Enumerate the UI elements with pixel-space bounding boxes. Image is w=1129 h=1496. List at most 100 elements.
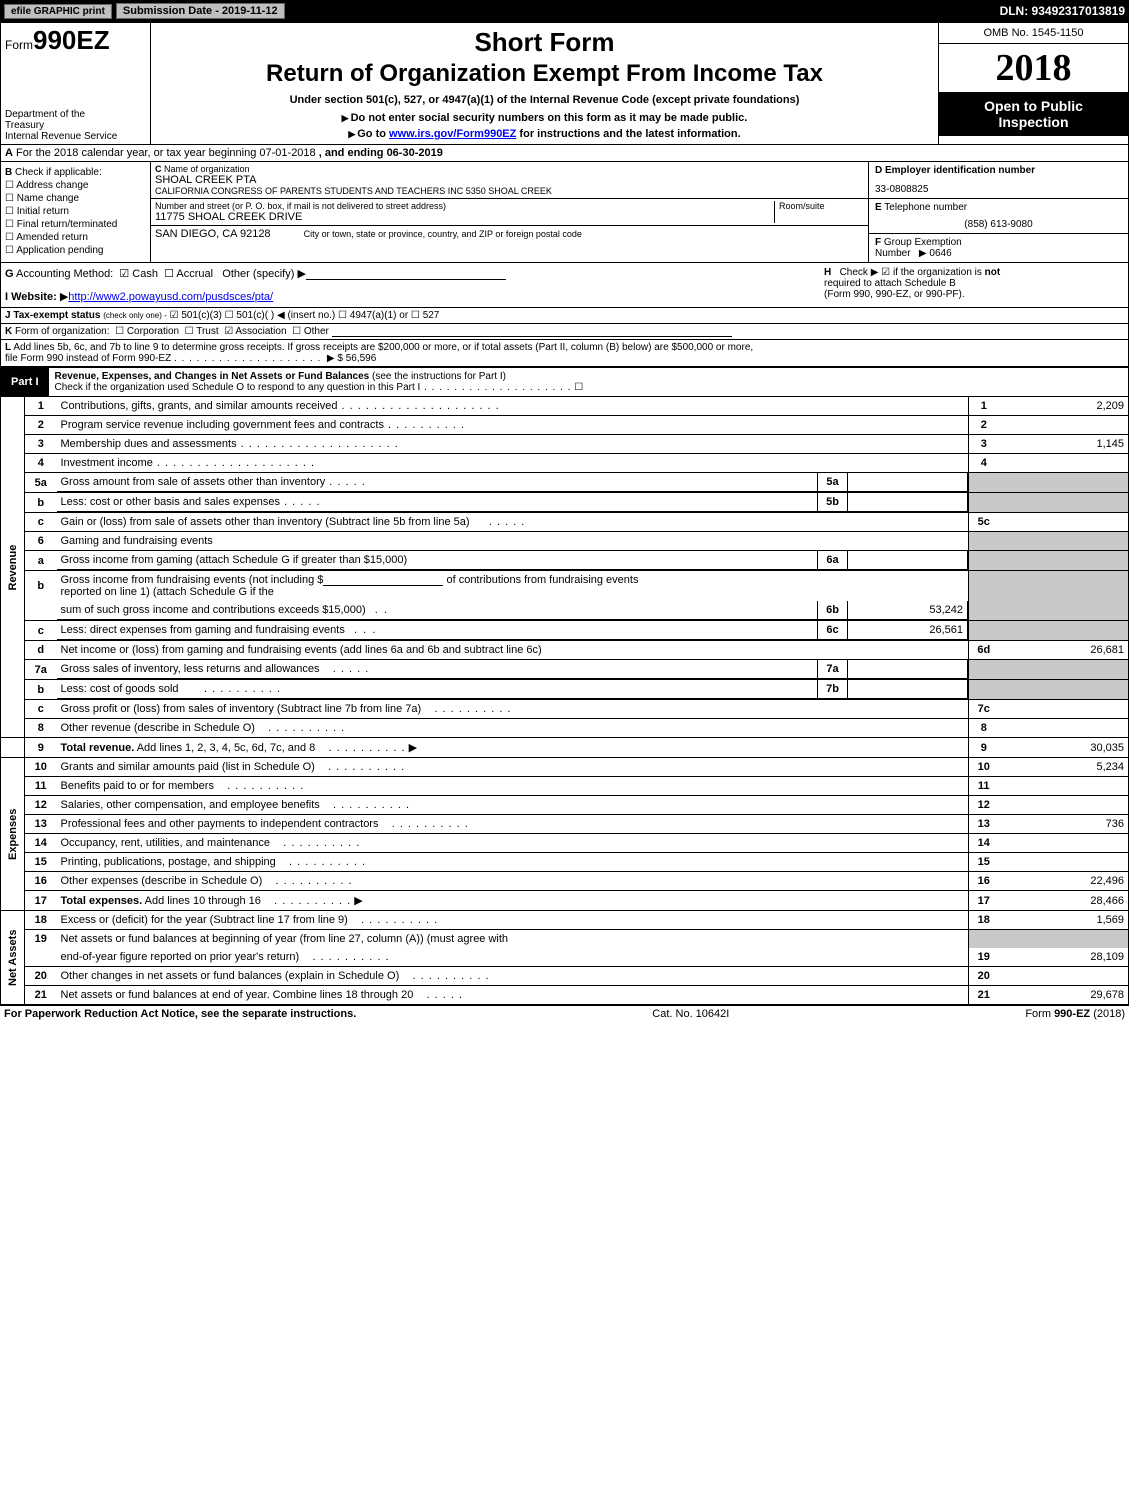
part1-title: Revenue, Expenses, and Changes in Net As… [49,368,1128,396]
label-g: G [5,268,14,280]
telephone-label: Telephone number [884,202,967,213]
line-13: 13Professional fees and other payments t… [1,815,1129,834]
header-center: Short Form Return of Organization Exempt… [151,23,938,144]
topbar-left: efile GRAPHIC print Submission Date - 20… [4,3,285,19]
form-header: Form990EZ Department of the Treasury Int… [0,22,1129,145]
j-501c3[interactable]: 501(c)(3) [181,310,222,321]
part1-label: Part I [1,373,49,391]
netassets-side-label: Net Assets [1,911,25,1005]
line-19b: end-of-year figure reported on prior yea… [1,948,1129,967]
submission-date-button[interactable]: Submission Date - 2019-11-12 [116,3,285,19]
city-label: City or town, state or province, country… [304,229,582,239]
k-assoc[interactable]: Association [235,326,286,337]
j-527[interactable]: 527 [423,310,440,321]
h-text2: required to attach Schedule B [824,278,956,289]
line-19a: 19Net assets or fund balances at beginni… [1,930,1129,949]
line-11: 11Benefits paid to or for members 11 [1,777,1129,796]
room-suite-label: Room/suite [779,201,864,211]
group-exemption-label: Group Exemption [884,237,962,248]
col-b-name-address: C Name of organization SHOAL CREEK PTA C… [151,162,868,262]
short-form-title: Short Form [155,27,934,58]
line-17: 17Total expenses. Add lines 10 through 1… [1,891,1129,911]
cb-application-pending[interactable]: ☐ Application pending [5,245,146,256]
l-text2: file Form 990 instead of Form 990-EZ [5,353,171,364]
section-b: B Check if applicable: ☐ Address change … [0,162,1129,263]
check-if-applicable: Check if applicable: [15,167,102,178]
label-h: H [824,267,831,278]
top-bar: efile GRAPHIC print Submission Date - 20… [0,0,1129,22]
j-501c[interactable]: 501(c)( ) [236,310,274,321]
expenses-side-label: Expenses [1,758,25,911]
line-6d: dNet income or (loss) from gaming and fu… [1,641,1129,660]
cb-address-change[interactable]: ☐ Address change [5,180,146,191]
h-not: not [985,267,1001,278]
org-name-1: SHOAL CREEK PTA [155,174,864,186]
form-prefix: Form [5,38,33,52]
cb-final-return[interactable]: ☐ Final return/terminated [5,219,146,230]
line-21: 21Net assets or fund balances at end of … [1,986,1129,1005]
omb-number: OMB No. 1545-1150 [939,23,1128,44]
name-of-org-label: Name of organization [164,164,250,174]
label-c: C [155,164,162,174]
line-2: 2Program service revenue including gover… [1,416,1129,435]
under-section: Under section 501(c), 527, or 4947(a)(1)… [155,94,934,106]
dln-label: DLN: 93492317013819 [1000,4,1125,18]
label-f: F [875,237,881,248]
label-b: B [5,167,12,178]
city-value: SAN DIEGO, CA 92128 [155,228,271,240]
label-e: E [875,202,882,213]
line-12: 12Salaries, other compensation, and empl… [1,796,1129,815]
org-name-2: CALIFORNIA CONGRESS OF PARENTS STUDENTS … [155,186,864,196]
open-to-public: Open to Public Inspection [939,92,1128,136]
label-a: A [5,147,13,159]
return-title: Return of Organization Exempt From Incom… [155,60,934,88]
line-7c: cGross profit or (loss) from sales of in… [1,700,1129,719]
line-7b: bLess: cost of goods sold 7b [1,680,1129,700]
cb-amended-return[interactable]: ☐ Amended return [5,232,146,243]
k-other[interactable]: Other [304,326,329,337]
street-value: 11775 SHOAL CREEK DRIVE [155,211,774,223]
row-g-h: G Accounting Method: ☑ Cash ☐ Accrual Ot… [0,263,1129,308]
dept-line3: Internal Revenue Service [5,131,146,142]
street-label: Number and street (or P. O. box, if mail… [155,201,774,211]
department-block: Department of the Treasury Internal Reve… [5,109,146,142]
tax-year: 2018 [939,44,1128,92]
line-18: Net Assets 18Excess or (deficit) for the… [1,911,1129,930]
label-i: I Website: [5,291,57,303]
k-trust[interactable]: Trust [196,326,218,337]
k-corp[interactable]: Corporation [127,326,179,337]
irs-link[interactable]: www.irs.gov/Form990EZ [389,128,516,140]
paperwork-notice: For Paperwork Reduction Act Notice, see … [4,1008,356,1020]
part1-header: Part I Revenue, Expenses, and Changes in… [0,367,1129,397]
form-number: Form990EZ [5,25,146,56]
efile-print-button[interactable]: efile GRAPHIC print [4,4,112,19]
header-right: OMB No. 1545-1150 2018 Open to Public In… [938,23,1128,144]
a-text2: , and ending 06-30-2019 [319,147,443,159]
ein-value: 33-0808825 [875,184,1122,195]
cb-name-change[interactable]: ☐ Name change [5,193,146,204]
cb-initial-return[interactable]: ☐ Initial return [5,206,146,217]
line-15: 15Printing, publications, postage, and s… [1,853,1129,872]
row-k: K Form of organization: ☐ Corporation ☐ … [0,324,1129,340]
line-6b-1: bGross income from fundraising events (n… [1,571,1129,602]
form-990ez: 990EZ [33,25,110,55]
other-specify: Other (specify) [222,268,294,280]
j-4947[interactable]: 4947(a)(1) or [350,310,408,321]
a-text1: For the 2018 calendar year, or tax year … [16,147,316,159]
group-number: 0646 [929,248,951,259]
form-ref: Form 990-EZ (2018) [1025,1008,1125,1020]
cash-option[interactable]: Cash [132,268,158,280]
website-link[interactable]: http://www2.powayusd.com/pusdsces/pta/ [68,291,273,303]
accrual-option[interactable]: Accrual [176,268,213,280]
line-5b: bLess: cost or other basis and sales exp… [1,493,1129,513]
line-3: 3Membership dues and assessments31,145 [1,435,1129,454]
page-footer: For Paperwork Reduction Act Notice, see … [0,1005,1129,1022]
line-6c: cLess: direct expenses from gaming and f… [1,621,1129,641]
telephone-value: (858) 613-9080 [875,219,1122,230]
h-check-label: Check [840,267,868,278]
l-amount: $ 56,596 [337,353,376,364]
line-5c: cGain or (loss) from sale of assets othe… [1,513,1129,532]
l-text1: Add lines 5b, 6c, and 7b to line 9 to de… [13,342,753,353]
no-ssn-note: Do not enter social security numbers on … [155,112,934,124]
line-8: 8Other revenue (describe in Schedule O) … [1,719,1129,738]
